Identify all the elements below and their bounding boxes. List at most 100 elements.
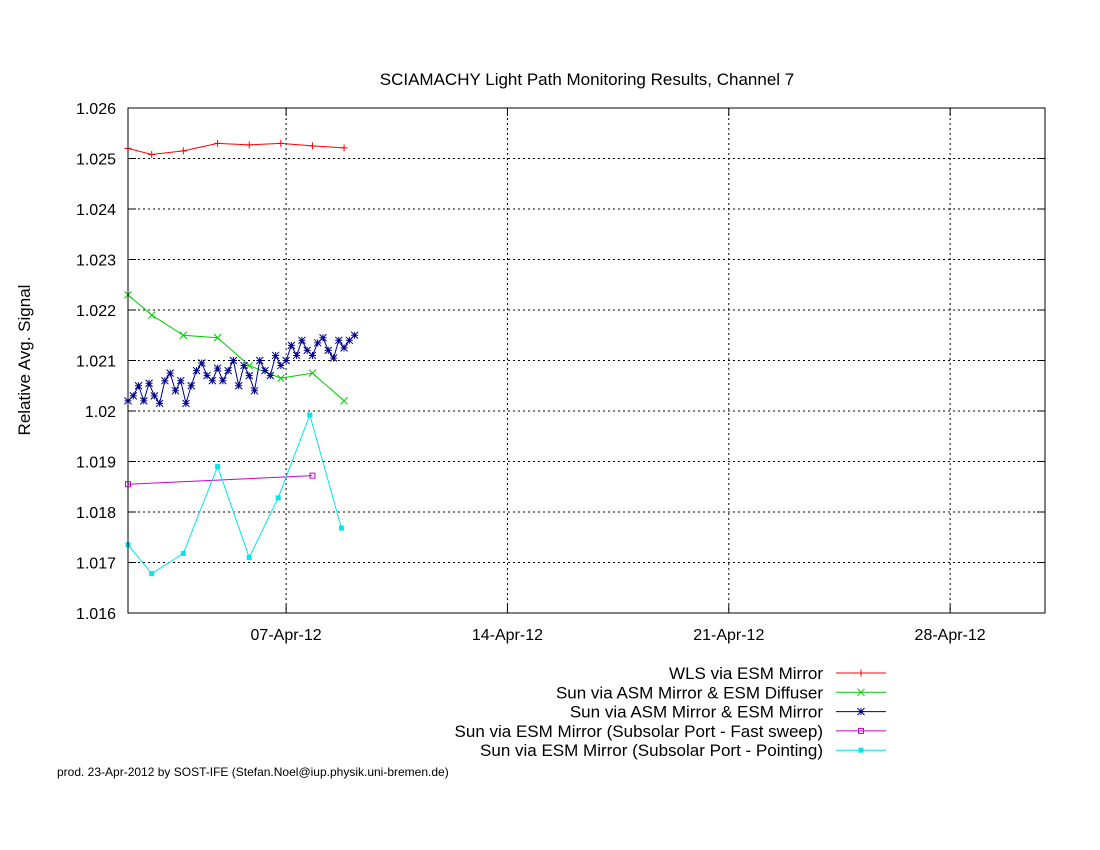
- series-3-point: [240, 361, 248, 370]
- series-3-point: [213, 364, 222, 372]
- series-3-point: [155, 399, 164, 408]
- series-3-point: [150, 391, 159, 400]
- series-3-point: [166, 369, 175, 377]
- series-3-point: [340, 344, 348, 352]
- series-1-point: [214, 139, 222, 147]
- series-3-point: [350, 331, 359, 340]
- chart-title: SCIAMACHY Light Path Monitoring Results,…: [380, 70, 795, 89]
- series-3-point: [329, 354, 338, 362]
- legend-label: Sun via ESM Mirror (Subsolar Port - Poin…: [480, 741, 823, 760]
- series-3-point: [261, 366, 269, 375]
- series-3-point: [250, 386, 259, 395]
- series-3-point: [229, 356, 238, 365]
- series-line-4: [127, 475, 313, 485]
- grid: [128, 108, 1045, 613]
- series-2-point: [213, 333, 222, 342]
- series-5-point: [338, 525, 344, 531]
- x-tick-label: 07-Apr-12: [251, 627, 322, 644]
- series-3-point: [292, 351, 301, 360]
- y-tick-label: 1.019: [76, 455, 116, 472]
- series-2-point: [147, 311, 156, 319]
- y-tick-label: 1.02: [85, 404, 116, 421]
- footer-note: prod. 23-Apr-2012 by SOST-IFE (Stefan.No…: [57, 765, 449, 779]
- series-3-point: [129, 391, 138, 400]
- series-3-point: [298, 336, 306, 345]
- series-3-point: [308, 351, 317, 360]
- axis-ticks: 1.016 1.017 1.018 1.019 1.02 1.021 1.022 1.023 1…: [76, 101, 1045, 644]
- series-2-point: [308, 369, 317, 377]
- series-3-point: [345, 336, 354, 345]
- series-3-point: [203, 371, 211, 380]
- series-3-point: [192, 366, 201, 375]
- plot-frame: [127, 107, 1046, 614]
- legend-swatch-marker: [857, 707, 865, 716]
- series-3-point: [276, 361, 285, 370]
- series-line-1: [127, 142, 345, 155]
- series-3-point: [134, 381, 143, 390]
- series-1-point: [245, 141, 253, 149]
- y-tick-label: 1.025: [76, 152, 116, 169]
- legend-swatch-marker: [857, 688, 865, 697]
- series-1-point: [148, 150, 156, 158]
- series-1-point: [277, 139, 285, 147]
- y-tick-label: 1.022: [76, 303, 116, 320]
- y-tick-label: 1.026: [76, 101, 116, 118]
- y-tick-label: 1.018: [76, 505, 116, 522]
- legend-label: Sun via ASM Mirror & ESM Mirror: [570, 703, 823, 722]
- series-lines: [127, 142, 355, 575]
- legend-label: WLS via ESM Mirror: [669, 664, 823, 683]
- series-5-point: [180, 550, 186, 556]
- series-5-point: [215, 464, 221, 470]
- series-3-point: [197, 359, 206, 367]
- y-tick-label: 1.021: [76, 354, 116, 371]
- series-line-2: [127, 294, 345, 402]
- y-axis-label: Relative Avg. Signal: [15, 285, 34, 436]
- y-tick-label: 1.017: [76, 556, 116, 573]
- legend-swatch-marker: [858, 747, 864, 753]
- series-5-point: [275, 495, 281, 501]
- y-tick-label: 1.024: [76, 202, 116, 219]
- series-3-point: [187, 381, 196, 390]
- series-4-point: [309, 472, 316, 479]
- series-3-point: [271, 351, 280, 360]
- legend-swatch-marker: [858, 727, 864, 734]
- series-1-point: [308, 142, 316, 150]
- legend-label: Sun via ASM Mirror & ESM Diffuser: [556, 683, 823, 702]
- series-3-point: [208, 376, 217, 385]
- series-3-point: [234, 381, 243, 390]
- series-3-point: [139, 397, 148, 405]
- series-2-point: [179, 331, 188, 340]
- series-3-point: [145, 379, 153, 388]
- series-line-5: [127, 413, 342, 575]
- legend-swatch-marker: [857, 669, 865, 677]
- y-tick-label: 1.016: [76, 606, 116, 623]
- legend-label: Sun via ESM Mirror (Subsolar Port - Fast…: [455, 722, 823, 741]
- series-2-point: [340, 397, 348, 405]
- series-5-point: [307, 412, 313, 418]
- series-3-point: [303, 346, 312, 355]
- series-3-point: [176, 376, 185, 385]
- series-3-point: [319, 333, 327, 342]
- series-3-point: [334, 336, 343, 345]
- series-5-point: [246, 554, 252, 560]
- y-tick-label: 1.023: [76, 253, 116, 270]
- series-3-point: [171, 386, 180, 395]
- series-5-point: [149, 571, 155, 577]
- series-2-point: [276, 374, 285, 383]
- x-tick-label: 14-Apr-12: [472, 627, 543, 644]
- x-tick-label: 21-Apr-12: [693, 627, 764, 644]
- series-3-point: [324, 346, 333, 355]
- series-1-point: [340, 144, 348, 152]
- series-3-point: [224, 366, 232, 375]
- series-1-point: [179, 147, 187, 155]
- series-3-point: [219, 376, 227, 385]
- series-3-point: [313, 338, 322, 347]
- series-3-point: [245, 371, 254, 380]
- series-3-point: [255, 356, 264, 365]
- series-3-point: [282, 356, 290, 365]
- series-3-point: [287, 341, 296, 350]
- series-3-point: [161, 376, 169, 385]
- x-tick-label: 28-Apr-12: [915, 627, 986, 644]
